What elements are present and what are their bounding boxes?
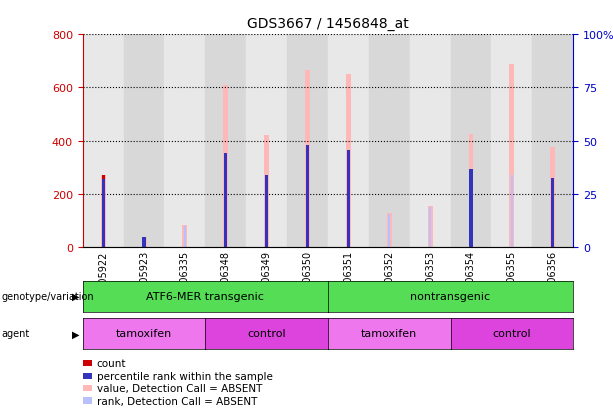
- Text: value, Detection Call = ABSENT: value, Detection Call = ABSENT: [97, 383, 262, 393]
- Bar: [102, 180, 104, 248]
- Text: genotype/variation: genotype/variation: [1, 291, 94, 301]
- Bar: [224, 153, 227, 248]
- Text: nontransgenic: nontransgenic: [411, 291, 490, 301]
- Bar: [346, 75, 351, 248]
- Bar: [142, 237, 147, 248]
- Text: tamoxifen: tamoxifen: [361, 328, 417, 339]
- Bar: [550, 148, 555, 248]
- Text: control: control: [247, 328, 286, 339]
- Bar: [470, 169, 473, 248]
- Bar: [246, 35, 287, 248]
- Bar: [388, 215, 390, 248]
- Bar: [83, 35, 124, 248]
- Text: ▶: ▶: [72, 328, 80, 339]
- Bar: [265, 176, 268, 248]
- Bar: [470, 169, 472, 248]
- Bar: [492, 35, 532, 248]
- Bar: [223, 85, 228, 248]
- Bar: [142, 237, 146, 248]
- Bar: [468, 135, 473, 248]
- Bar: [509, 64, 514, 248]
- Bar: [347, 151, 349, 248]
- Text: tamoxifen: tamoxifen: [116, 328, 172, 339]
- Bar: [511, 176, 513, 248]
- Bar: [387, 213, 392, 248]
- Title: GDS3667 / 1456848_at: GDS3667 / 1456848_at: [247, 17, 409, 31]
- Bar: [369, 35, 409, 248]
- Bar: [124, 35, 164, 248]
- Text: count: count: [97, 358, 126, 368]
- Bar: [183, 225, 188, 248]
- Text: ▶: ▶: [72, 291, 80, 301]
- Bar: [551, 179, 554, 248]
- Bar: [143, 237, 145, 248]
- Bar: [306, 145, 309, 248]
- Bar: [265, 176, 268, 248]
- Text: control: control: [492, 328, 531, 339]
- Bar: [409, 35, 451, 248]
- Bar: [205, 35, 246, 248]
- Bar: [287, 35, 328, 248]
- Bar: [552, 180, 554, 248]
- Text: rank, Detection Call = ABSENT: rank, Detection Call = ABSENT: [97, 396, 257, 406]
- Bar: [451, 35, 492, 248]
- Bar: [164, 35, 205, 248]
- Bar: [429, 208, 432, 248]
- Bar: [264, 136, 269, 248]
- Bar: [347, 151, 350, 248]
- Bar: [428, 206, 433, 248]
- Bar: [101, 176, 105, 248]
- Bar: [306, 145, 309, 248]
- Bar: [305, 71, 310, 248]
- Text: agent: agent: [1, 328, 29, 339]
- Bar: [102, 180, 105, 248]
- Bar: [328, 35, 369, 248]
- Bar: [224, 153, 227, 248]
- Text: percentile rank within the sample: percentile rank within the sample: [97, 371, 273, 381]
- Bar: [532, 35, 573, 248]
- Text: ATF6-MER transgenic: ATF6-MER transgenic: [147, 291, 264, 301]
- Bar: [184, 226, 186, 248]
- Bar: [102, 176, 105, 248]
